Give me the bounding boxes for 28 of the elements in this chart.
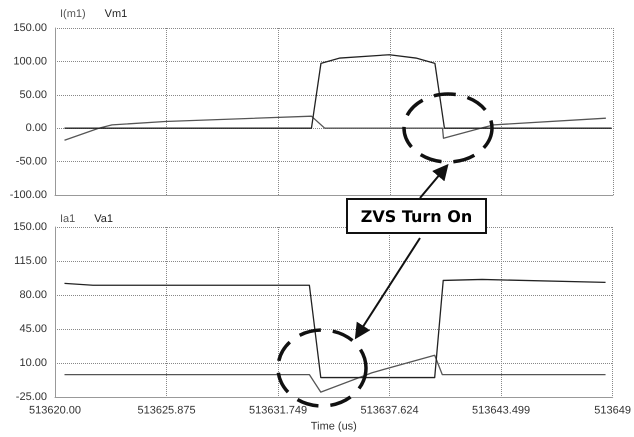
y-tick-label: -25.00	[16, 391, 47, 403]
y-tick-label: 150.00	[13, 22, 47, 34]
y-tick-label: 115.00	[14, 255, 47, 267]
y-tick-label: 150.00	[13, 221, 47, 233]
y-tick-label: 0.00	[26, 122, 47, 134]
x-tick-label: 513620.00	[29, 404, 81, 416]
y-tick-label: -50.00	[16, 156, 47, 168]
line-series	[64, 54, 612, 129]
line-series	[64, 354, 606, 393]
x-tick-label: 513637.624	[360, 404, 419, 416]
y-tick-label: -100.00	[10, 189, 47, 201]
text: I(m1)	[60, 8, 86, 20]
y-tick-label: 10.00	[19, 357, 47, 369]
y-tick-label: 50.00	[19, 88, 47, 101]
x-tick-label: 513625.875	[137, 404, 196, 416]
x-tick-label: 513643.499	[472, 404, 530, 416]
line-series	[64, 278, 606, 378]
text: ZVS Turn On	[346, 198, 487, 234]
y-tick-label: 100.00	[13, 55, 47, 68]
text: Va1	[94, 213, 114, 225]
x-tick-label: 513649	[594, 404, 632, 416]
line-series	[64, 116, 607, 141]
text: Vm1	[104, 8, 128, 20]
text: Ia1	[60, 213, 76, 225]
x-axis-title: Time (us)	[310, 420, 357, 432]
y-tick-label: 45.00	[19, 323, 47, 335]
x-tick-label: 513631.749	[248, 404, 308, 416]
y-tick-label: 80.00	[19, 289, 47, 301]
